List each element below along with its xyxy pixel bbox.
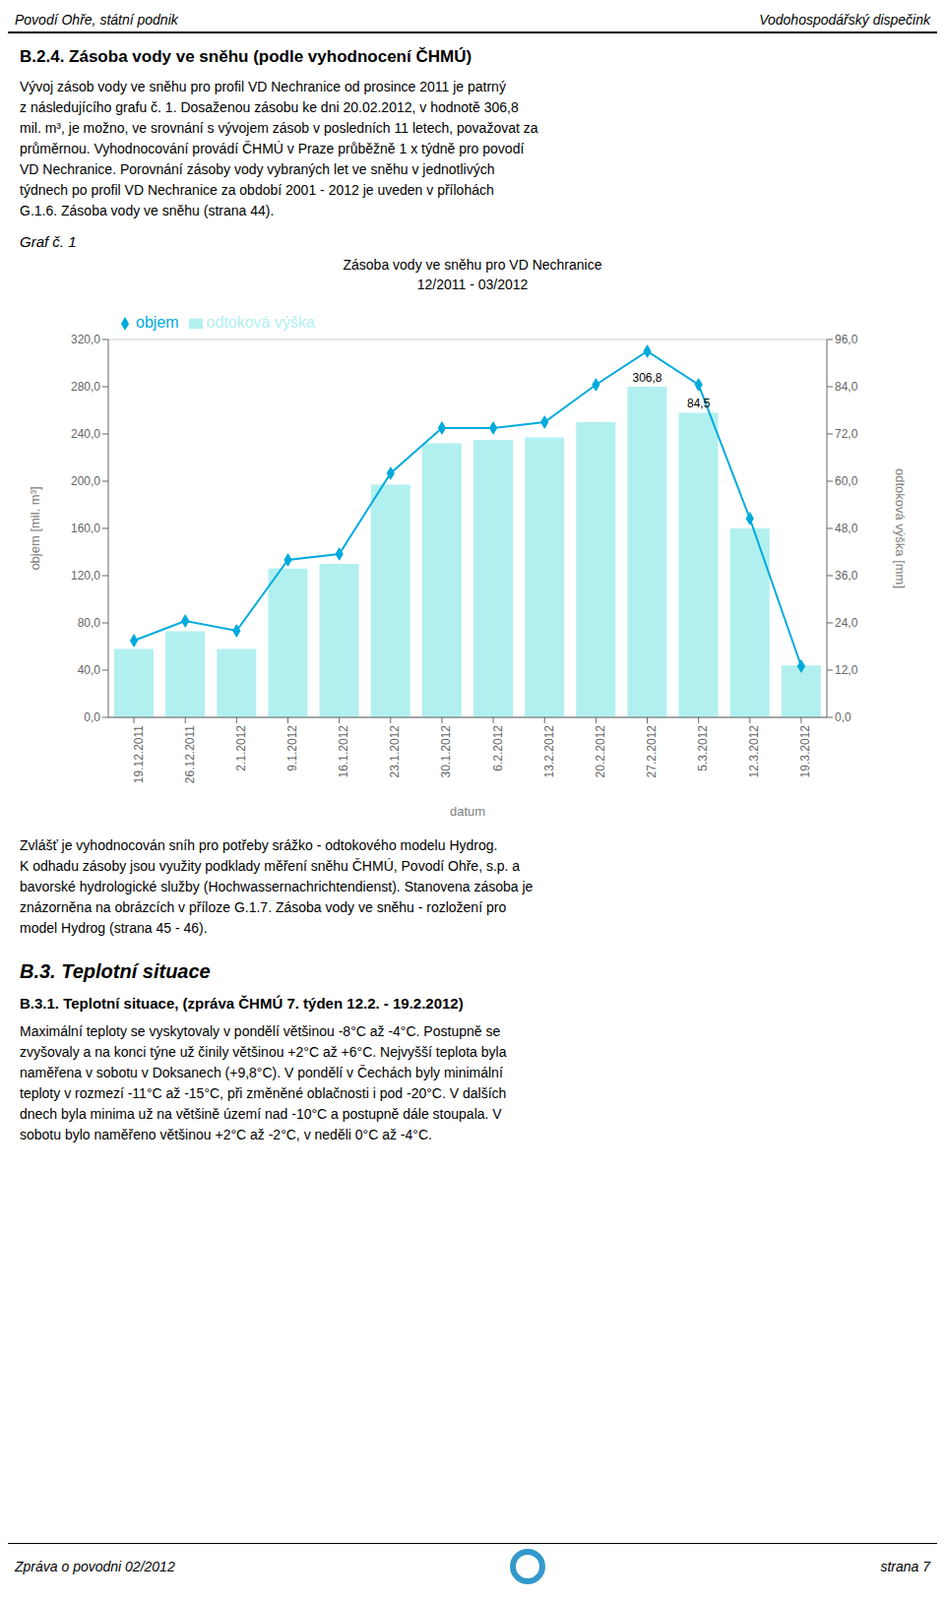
- svg-text:240,0: 240,0: [70, 427, 101, 441]
- svg-text:5.3.2012: 5.3.2012: [695, 725, 710, 772]
- svg-text:60,0: 60,0: [834, 474, 859, 489]
- svg-text:datum: datum: [449, 804, 486, 819]
- svg-text:objem [mil. m³]: objem [mil. m³]: [27, 487, 43, 571]
- svg-text:84,5: 84,5: [687, 397, 711, 412]
- html-text:12/2011 - 03/2012: 12/2011 - 03/2012: [417, 276, 528, 292]
- html-text:z následujícího grafu č. 1. Do: z následujícího grafu č. 1. Dosaženou zá…: [19, 99, 519, 116]
- svg-text:9.1.2012: 9.1.2012: [285, 725, 300, 772]
- html-text:strana 7: strana 7: [880, 1559, 931, 1575]
- svg-text:320,0: 320,0: [70, 332, 101, 347]
- svg-text:16.1.2012: 16.1.2012: [336, 725, 351, 779]
- html-text:G.1.6. Zásoba vody ve sněhu (s: G.1.6. Zásoba vody ve sněhu (strana 44).: [19, 202, 275, 219]
- svg-text:200,0: 200,0: [70, 474, 101, 489]
- html-text:B.3.1. Teplotní situace, (zprá: B.3.1. Teplotní situace, (zpráva ČHMÚ 7.…: [19, 995, 464, 1013]
- svg-text:27.2.2012: 27.2.2012: [644, 725, 659, 779]
- html-text:B.2.4. Zásoba vody ve sněhu (p: B.2.4. Zásoba vody ve sněhu (podle vyhod…: [19, 47, 472, 66]
- svg-text:12,0: 12,0: [834, 663, 859, 678]
- html-text:naměřena v sobotu v Doksanech: naměřena v sobotu v Doksanech (+9,8°C). …: [19, 1065, 503, 1082]
- html-text:zvyšovaly a na konci týne už č: zvyšovaly a na konci týne už činily větš…: [19, 1044, 507, 1061]
- html-text:objem: objem: [135, 314, 179, 331]
- svg-text:36,0: 36,0: [834, 568, 859, 583]
- svg-text:26.12.2011: 26.12.2011: [183, 725, 197, 784]
- svg-text:0,0: 0,0: [834, 710, 852, 725]
- html-text:Vývoj zásob vody ve sněhu pro: Vývoj zásob vody ve sněhu pro profil VD …: [19, 78, 506, 95]
- svg-text:19.3.2012: 19.3.2012: [798, 725, 813, 779]
- html-text:Zvlášť je vyhodnocován sníh pr: Zvlášť je vyhodnocován sníh pro potřeby …: [19, 837, 498, 854]
- svg-text:6.2.2012: 6.2.2012: [491, 725, 505, 772]
- svg-text:19.12.2011: 19.12.2011: [131, 725, 146, 784]
- html-text:Zásoba vody ve sněhu pro VD Ne: Zásoba vody ve sněhu pro VD Nechranice: [343, 256, 602, 273]
- html-text:týdnech po profil VD Nechranic: týdnech po profil VD Nechranice za obdob…: [19, 182, 494, 198]
- svg-text:160,0: 160,0: [70, 521, 101, 536]
- svg-text:280,0: 280,0: [70, 379, 101, 394]
- html-text:mil. m³, je možno, ve srovnání: mil. m³, je možno, ve srovnání s vývojem…: [19, 120, 538, 136]
- svg-text:2.1.2012: 2.1.2012: [234, 725, 249, 772]
- html-text:Vodohospodářský dispečink: Vodohospodářský dispečink: [759, 11, 931, 28]
- svg-text:13.2.2012: 13.2.2012: [542, 725, 557, 779]
- html-text:bavorské hydrologické služby (: bavorské hydrologické služby (Hochwasser…: [19, 879, 533, 895]
- html-text:Zpráva o povodni 02/2012: Zpráva o povodni 02/2012: [14, 1559, 175, 1575]
- svg-text:40,0: 40,0: [77, 663, 102, 678]
- html-text:průměrnou. Vyhodnocování prová: průměrnou. Vyhodnocování provádí ČHMÚ v …: [19, 140, 524, 157]
- svg-text:0,0: 0,0: [83, 710, 101, 725]
- svg-text:48,0: 48,0: [834, 521, 859, 536]
- svg-text:80,0: 80,0: [77, 616, 102, 630]
- svg-text:20.2.2012: 20.2.2012: [593, 725, 608, 779]
- svg-text:23.1.2012: 23.1.2012: [387, 725, 402, 779]
- svg-text:72,0: 72,0: [834, 427, 859, 441]
- html-text:znázorněna na obrázcích v příl: znázorněna na obrázcích v příloze G.1.7.…: [19, 899, 507, 916]
- html-text:K odhadu zásoby jsou využity p: K odhadu zásoby jsou využity podklady mě…: [19, 858, 520, 875]
- html-text:B.3. Teplotní situace: B.3. Teplotní situace: [19, 960, 211, 983]
- html-text:VD Nechranice. Porovnání zásob: VD Nechranice. Porovnání zásoby vody vyb…: [19, 161, 495, 178]
- svg-text:odtoková výška [mm]: odtoková výška [mm]: [892, 468, 908, 589]
- svg-text:306,8: 306,8: [631, 371, 662, 385]
- html-text:Povodí Ohře, státní podnik: Povodí Ohře, státní podnik: [14, 11, 178, 28]
- svg-text:30.1.2012: 30.1.2012: [439, 725, 453, 779]
- html-text:Graf č. 1: Graf č. 1: [19, 233, 77, 251]
- svg-text:120,0: 120,0: [70, 568, 101, 583]
- html-text:teploty v rozmezí -11°C až -15: teploty v rozmezí -11°C až -15°C, při zm…: [19, 1085, 507, 1102]
- html-text:dnech byla minima už na většin: dnech byla minima už na většině území na…: [19, 1106, 502, 1123]
- svg-text:12.3.2012: 12.3.2012: [747, 725, 761, 779]
- html-text:sobotu bylo naměřeno většinou: sobotu bylo naměřeno většinou +2°C až -2…: [19, 1127, 433, 1144]
- svg-text:84,0: 84,0: [834, 379, 859, 394]
- html-text:model Hydrog (strana 45 - 46).: model Hydrog (strana 45 - 46).: [19, 920, 208, 937]
- html-text:Maximální teploty se vyskytova: Maximální teploty se vyskytovaly v pondě…: [19, 1023, 501, 1040]
- svg-text:96,0: 96,0: [834, 332, 859, 347]
- svg-text:24,0: 24,0: [834, 616, 859, 630]
- html-text:odtoková výška: odtoková výška: [206, 314, 315, 331]
